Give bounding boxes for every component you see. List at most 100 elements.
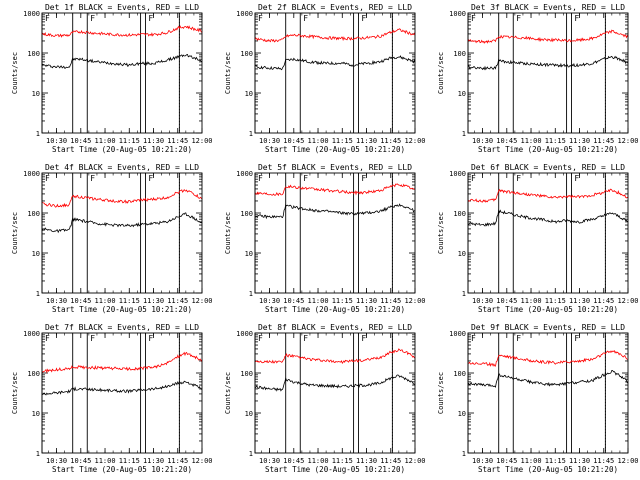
lld-series-line [41,25,203,38]
y-tick-label: 10 [245,250,253,258]
x-tick-label: 11:45 [167,297,188,305]
interval-label: F [361,14,366,23]
interval-label: F [516,14,521,23]
x-axis-label: Start Time (20-Aug-05 10:21:20) [52,305,192,314]
x-tick-label: 11:15 [119,457,140,465]
plot-frame [41,12,203,134]
x-tick-label: 10:45 [496,457,517,465]
interval-label: F [471,334,476,343]
interval-label: F [516,334,521,343]
x-tick-label: 11:30 [143,457,164,465]
x-axis-label: Start Time (20-Aug-05 10:21:20) [478,465,618,474]
y-tick-label: 100 [27,50,40,58]
lld-series-line [42,189,203,208]
x-tick-label: 12:00 [191,297,212,305]
x-tick-label: 10:30 [46,297,67,305]
x-tick-label: 10:30 [472,297,493,305]
x-tick-label: 11:45 [380,457,401,465]
x-tick-label: 11:45 [593,457,614,465]
x-tick-label: 12:00 [191,137,212,145]
lld-series-line [467,350,629,367]
interval-label: F [471,174,476,183]
x-tick-label: 11:30 [356,297,377,305]
chart-title: Det 2f BLACK = Events, RED = LLD [258,3,412,12]
interval-label: F [303,174,308,183]
x-tick-label: 10:45 [283,297,304,305]
interval-label: F [258,334,263,343]
lld-series-line [41,351,203,374]
x-tick-label: 12:00 [617,457,638,465]
chart-panel: Det 2f BLACK = Events, RED = LLD Counts/s… [224,3,426,154]
x-tick-label: 11:30 [143,137,164,145]
y-tick-label: 100 [240,210,253,218]
y-tick-label: 1 [36,130,40,138]
y-tick-label: 1000 [449,330,466,338]
y-tick-label: 1000 [236,10,253,18]
y-axis-label: Counts/sec [437,212,445,254]
y-tick-label: 100 [453,370,466,378]
y-tick-label: 1000 [449,170,466,178]
x-tick-label: 12:00 [617,137,638,145]
y-tick-label: 1 [249,450,253,458]
x-axis-label: Start Time (20-Aug-05 10:21:20) [478,145,618,154]
chart-panel: Det 1f BLACK = Events, RED = LLD Counts/s… [11,3,213,154]
x-tick-label: 11:45 [593,137,614,145]
plot-frame [467,12,629,134]
chart-title: Det 9f BLACK = Events, RED = LLD [471,323,625,332]
y-tick-label: 1 [462,290,466,298]
x-tick-label: 12:00 [191,457,212,465]
interval-label: F [148,14,153,23]
x-axis-label: Start Time (20-Aug-05 10:21:20) [265,145,405,154]
y-axis-label: Counts/sec [11,372,19,414]
x-tick-label: 10:30 [472,457,493,465]
chart-title: Det 5f BLACK = Events, RED = LLD [258,163,412,172]
chart-title: Det 6f BLACK = Events, RED = LLD [471,163,625,172]
x-tick-label: 10:30 [259,457,280,465]
x-tick-label: 11:30 [356,137,377,145]
lld-series-line [467,29,629,44]
interval-label: F [361,334,366,343]
x-tick-label: 11:45 [380,297,401,305]
x-tick-label: 12:00 [617,297,638,305]
x-axis-label: Start Time (20-Aug-05 10:21:20) [52,465,192,474]
y-tick-label: 1000 [23,170,40,178]
interval-label: F [361,174,366,183]
y-tick-label: 1 [36,450,40,458]
x-tick-label: 10:30 [46,457,67,465]
x-tick-label: 11:15 [545,137,566,145]
chart-panel: Det 4f BLACK = Events, RED = LLD Counts/s… [11,163,213,314]
x-tick-label: 11:00 [307,457,328,465]
y-axis-label: Counts/sec [11,52,19,94]
y-tick-label: 10 [32,250,40,258]
interval-label: F [574,334,579,343]
y-tick-label: 100 [27,210,40,218]
x-tick-label: 11:15 [545,297,566,305]
y-tick-label: 100 [27,370,40,378]
interval-label: F [303,334,308,343]
x-tick-label: 11:45 [167,137,188,145]
interval-label: F [471,14,476,23]
x-tick-label: 10:30 [259,297,280,305]
y-tick-label: 100 [240,370,253,378]
chart-panel: Det 5f BLACK = Events, RED = LLD Counts/s… [224,163,426,314]
x-tick-label: 11:15 [545,457,566,465]
interval-label: F [45,174,50,183]
x-tick-label: 10:45 [496,137,517,145]
x-tick-label: 11:30 [569,457,590,465]
x-tick-label: 11:00 [520,297,541,305]
lld-series-line [254,28,416,43]
chart-panel: Det 7f BLACK = Events, RED = LLD Counts/s… [11,323,213,474]
y-tick-label: 1 [249,130,253,138]
x-tick-label: 11:00 [307,137,328,145]
plot-frame [41,332,203,454]
x-axis-label: Start Time (20-Aug-05 10:21:20) [265,465,405,474]
x-tick-label: 12:00 [404,297,425,305]
x-tick-label: 11:45 [593,297,614,305]
chart-title: Det 4f BLACK = Events, RED = LLD [45,163,199,172]
x-tick-label: 10:45 [283,457,304,465]
chart-panel: Det 6f BLACK = Events, RED = LLD Counts/s… [437,163,639,314]
x-tick-label: 11:45 [380,137,401,145]
plot-frame [254,172,416,294]
y-tick-label: 1 [462,450,466,458]
plot-frame [41,172,203,294]
